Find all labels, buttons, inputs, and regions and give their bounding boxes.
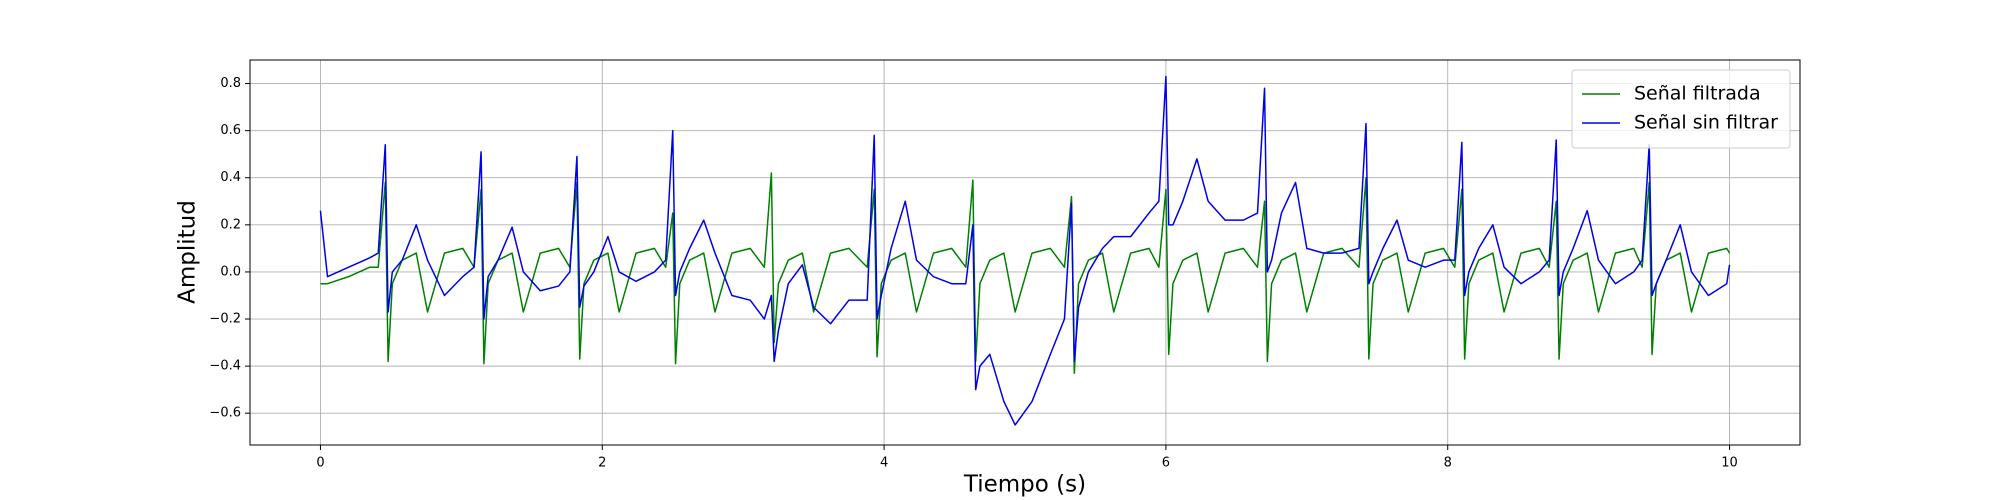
y-tick-label: −0.6 [209,406,241,421]
y-tick-label: −0.4 [209,359,241,374]
y-tick-label: 0.4 [220,170,241,185]
y-axis-label: Amplitud [175,200,201,304]
plot-frame [249,59,1801,446]
y-tick-label: 0.0 [220,264,241,279]
x-tick-label: 0 [316,456,324,471]
series-line [319,75,1731,426]
y-tick-label: 0.2 [220,217,241,232]
y-tick-label: 0.8 [220,76,241,91]
y-tick-label: 0.6 [220,123,241,138]
legend-label: Señal sin filtrar [1634,112,1778,134]
legend-label: Señal filtrada [1634,83,1761,105]
x-tick-label: 10 [1721,456,1738,471]
series-line [320,172,1731,374]
legend-box [1571,69,1791,149]
x-tick-label: 6 [1162,456,1170,471]
x-tick-label: 2 [598,456,606,471]
x-axis-label: Tiempo (s) [963,472,1086,498]
x-tick-label: 8 [1444,456,1452,471]
y-tick-label: −0.2 [209,312,241,327]
x-tick-label: 4 [880,456,888,471]
